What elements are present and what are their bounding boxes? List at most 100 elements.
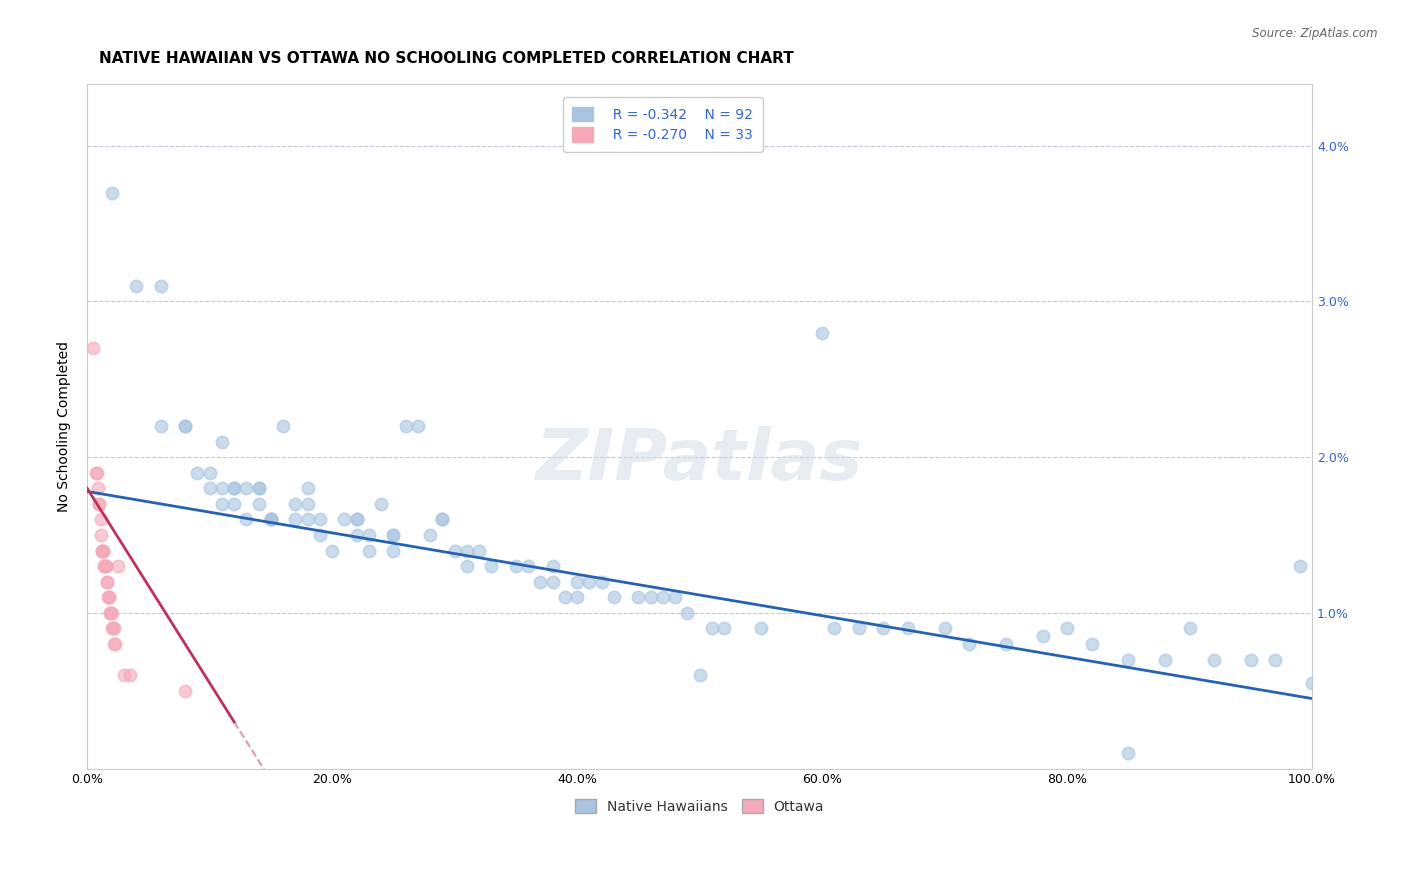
Point bbox=[505, 559, 527, 574]
Point bbox=[749, 622, 772, 636]
Point bbox=[432, 512, 454, 526]
Point bbox=[90, 543, 112, 558]
Point bbox=[260, 512, 283, 526]
Point bbox=[370, 497, 392, 511]
Point bbox=[211, 481, 233, 495]
Y-axis label: No Schooling Completed: No Schooling Completed bbox=[58, 341, 72, 511]
Point bbox=[676, 606, 699, 620]
Point bbox=[260, 512, 283, 526]
Point bbox=[149, 279, 172, 293]
Point bbox=[89, 497, 111, 511]
Point bbox=[689, 668, 711, 682]
Point bbox=[198, 466, 221, 480]
Point bbox=[309, 528, 332, 542]
Point bbox=[90, 543, 112, 558]
Point bbox=[1056, 622, 1078, 636]
Point bbox=[112, 668, 135, 682]
Point bbox=[713, 622, 735, 636]
Point bbox=[284, 512, 307, 526]
Point bbox=[96, 574, 118, 589]
Point bbox=[93, 559, 115, 574]
Point bbox=[382, 528, 405, 542]
Point bbox=[125, 279, 148, 293]
Point bbox=[1032, 629, 1054, 643]
Point bbox=[107, 559, 129, 574]
Point bbox=[333, 512, 356, 526]
Point bbox=[357, 528, 380, 542]
Point bbox=[235, 512, 257, 526]
Point bbox=[174, 419, 197, 434]
Point bbox=[1204, 652, 1226, 666]
Point bbox=[872, 622, 894, 636]
Point bbox=[174, 419, 197, 434]
Point bbox=[479, 559, 502, 574]
Point bbox=[247, 481, 270, 495]
Point bbox=[554, 591, 576, 605]
Point bbox=[1154, 652, 1177, 666]
Point bbox=[100, 606, 122, 620]
Point bbox=[419, 528, 441, 542]
Point bbox=[382, 543, 405, 558]
Point bbox=[1118, 652, 1140, 666]
Point bbox=[87, 481, 110, 495]
Point bbox=[346, 512, 368, 526]
Point bbox=[91, 543, 114, 558]
Point bbox=[1240, 652, 1263, 666]
Point bbox=[357, 543, 380, 558]
Point bbox=[82, 341, 104, 355]
Point bbox=[994, 637, 1017, 651]
Point bbox=[100, 186, 122, 200]
Point bbox=[297, 481, 319, 495]
Point bbox=[101, 622, 124, 636]
Point bbox=[211, 497, 233, 511]
Point bbox=[541, 574, 564, 589]
Point bbox=[1118, 746, 1140, 760]
Point bbox=[89, 497, 111, 511]
Point bbox=[395, 419, 418, 434]
Point bbox=[934, 622, 956, 636]
Point bbox=[149, 419, 172, 434]
Point bbox=[529, 574, 551, 589]
Point bbox=[96, 574, 118, 589]
Point bbox=[578, 574, 600, 589]
Point bbox=[565, 574, 588, 589]
Point bbox=[456, 559, 478, 574]
Point bbox=[235, 481, 257, 495]
Text: ZIPatlas: ZIPatlas bbox=[536, 425, 863, 495]
Point bbox=[284, 497, 307, 511]
Point bbox=[297, 497, 319, 511]
Point bbox=[321, 543, 343, 558]
Point bbox=[103, 637, 125, 651]
Point bbox=[700, 622, 723, 636]
Point bbox=[297, 512, 319, 526]
Point bbox=[456, 543, 478, 558]
Point bbox=[271, 419, 294, 434]
Point bbox=[224, 481, 246, 495]
Point bbox=[309, 512, 332, 526]
Point bbox=[247, 481, 270, 495]
Legend: Native Hawaiians, Ottawa: Native Hawaiians, Ottawa bbox=[565, 789, 834, 823]
Point bbox=[823, 622, 845, 636]
Point bbox=[664, 591, 686, 605]
Point bbox=[90, 512, 112, 526]
Point bbox=[627, 591, 650, 605]
Point bbox=[640, 591, 662, 605]
Point bbox=[94, 559, 117, 574]
Point bbox=[1178, 622, 1201, 636]
Point bbox=[86, 466, 108, 480]
Point bbox=[346, 512, 368, 526]
Point bbox=[1288, 559, 1310, 574]
Point bbox=[98, 591, 121, 605]
Point bbox=[247, 497, 270, 511]
Point bbox=[517, 559, 540, 574]
Point bbox=[432, 512, 454, 526]
Point bbox=[104, 637, 127, 651]
Point bbox=[174, 683, 197, 698]
Point bbox=[1080, 637, 1102, 651]
Point bbox=[94, 559, 117, 574]
Point bbox=[957, 637, 980, 651]
Point bbox=[346, 528, 368, 542]
Point bbox=[186, 466, 208, 480]
Point bbox=[100, 606, 122, 620]
Point bbox=[100, 622, 122, 636]
